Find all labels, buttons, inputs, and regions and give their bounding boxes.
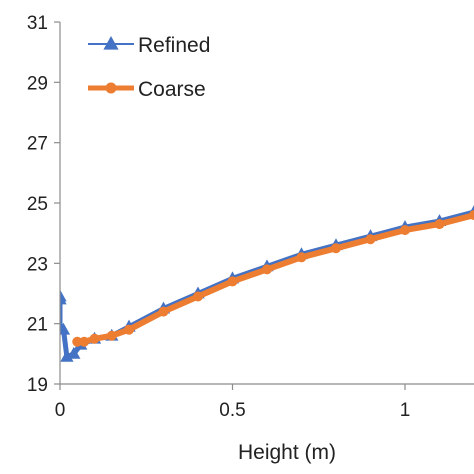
legend: Refined Coarse: [88, 34, 210, 101]
coarse-data-point: [365, 234, 376, 245]
refined-data-point: [60, 349, 74, 362]
coarse-data-point: [331, 243, 341, 254]
coarse-data-point: [79, 336, 90, 347]
coarse-data-point: [72, 336, 83, 347]
coarse-data-point: [400, 225, 410, 236]
y-tick-label: 25: [27, 194, 48, 215]
y-tick-label: 23: [27, 254, 48, 275]
coarse-data-point: [469, 210, 474, 221]
coarse-data-point: [89, 333, 100, 344]
coarse-legend-marker: [105, 82, 117, 94]
y-tick-label: 27: [27, 134, 48, 155]
coarse-data-point: [124, 324, 134, 335]
refined-data-point: [60, 292, 67, 305]
x-tick-label: 1: [400, 400, 411, 421]
refined-series-line: [60, 209, 474, 360]
coarse-data-point: [106, 330, 117, 341]
coarse-data-point: [193, 291, 203, 302]
coarse-data-point: [227, 276, 238, 287]
y-tick-label: 31: [27, 13, 48, 34]
coarse-data-point: [262, 264, 272, 275]
x-axis-title: Height (m): [238, 441, 336, 464]
coarse-legend-label: Coarse: [138, 78, 206, 101]
x-tick-label: 0: [55, 400, 66, 421]
refined-legend-marker: [103, 36, 119, 50]
coarse-series-line: [74, 212, 474, 345]
coarse-data-point: [296, 252, 307, 263]
refined-legend-label: Refined: [138, 34, 210, 57]
refined-data-point: [60, 322, 71, 335]
y-tick-label: 21: [27, 315, 48, 336]
y-tick-label: 29: [27, 73, 48, 94]
y-tick-label: 19: [27, 375, 48, 396]
coarse-data-point: [434, 219, 445, 230]
coarse-data-point: [158, 306, 169, 317]
refined-data-point: [67, 346, 81, 359]
x-tick-label: 0.5: [219, 400, 245, 421]
